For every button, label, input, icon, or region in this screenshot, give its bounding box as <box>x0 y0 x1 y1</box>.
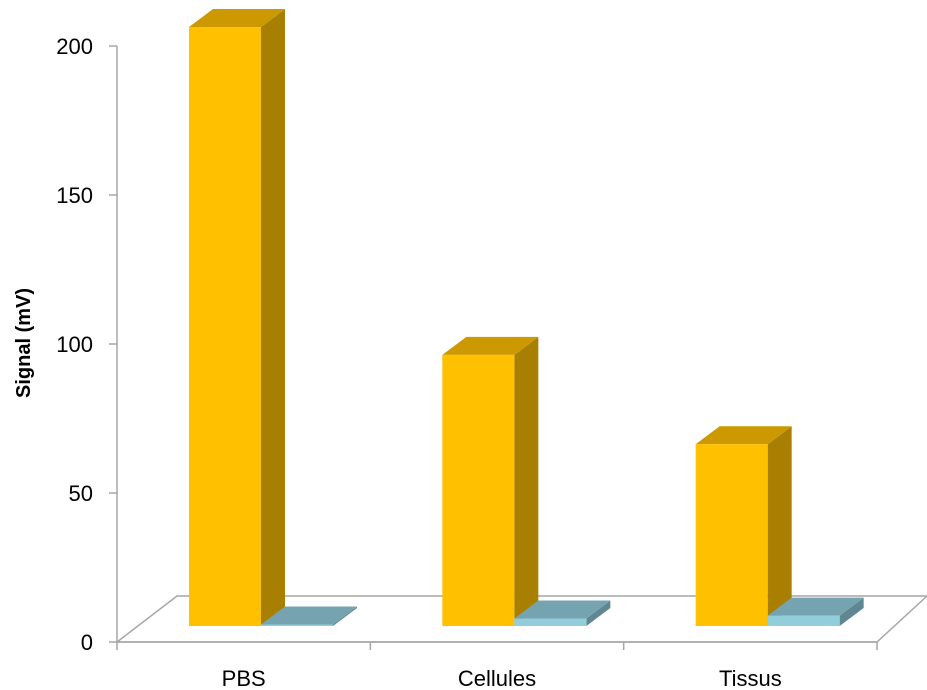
bar-side <box>586 600 611 626</box>
y-tick-label: 50 <box>69 481 93 506</box>
x-category-label: Cellules <box>458 666 536 690</box>
y-tick-label: 150 <box>56 183 93 208</box>
bar-front <box>514 618 587 626</box>
bar-front <box>442 354 515 626</box>
bar-side <box>514 336 539 626</box>
axis-labels: 0 50 100 150 200 PBS Cellules Tissus <box>56 34 781 690</box>
bar <box>189 9 285 626</box>
bar <box>695 426 792 626</box>
bar <box>261 606 357 626</box>
bar-top <box>514 600 611 619</box>
bar <box>442 336 539 626</box>
bar-top <box>189 9 285 28</box>
bar-front <box>695 444 768 626</box>
x-category-label: PBS <box>222 666 266 690</box>
y-tick-label: 200 <box>56 34 93 59</box>
bar-top <box>442 336 539 355</box>
bar-front <box>767 615 840 626</box>
bars <box>189 9 864 626</box>
bar-side <box>839 597 864 626</box>
y-tick-label: 0 <box>81 630 93 655</box>
bar-top <box>261 606 357 625</box>
bar-front <box>189 27 261 626</box>
x-category-label: Tissus <box>719 666 782 690</box>
bar-front <box>261 624 333 626</box>
y-tick-label: 100 <box>56 332 93 357</box>
bar <box>514 600 611 626</box>
bar-top <box>695 426 792 445</box>
bar-side <box>333 606 357 626</box>
y-axis-title: Signal (mV) <box>13 288 35 398</box>
bar-side <box>261 9 285 626</box>
bar <box>767 597 864 626</box>
bar-top <box>767 597 864 616</box>
bar-side <box>767 426 792 626</box>
axes <box>109 45 878 650</box>
